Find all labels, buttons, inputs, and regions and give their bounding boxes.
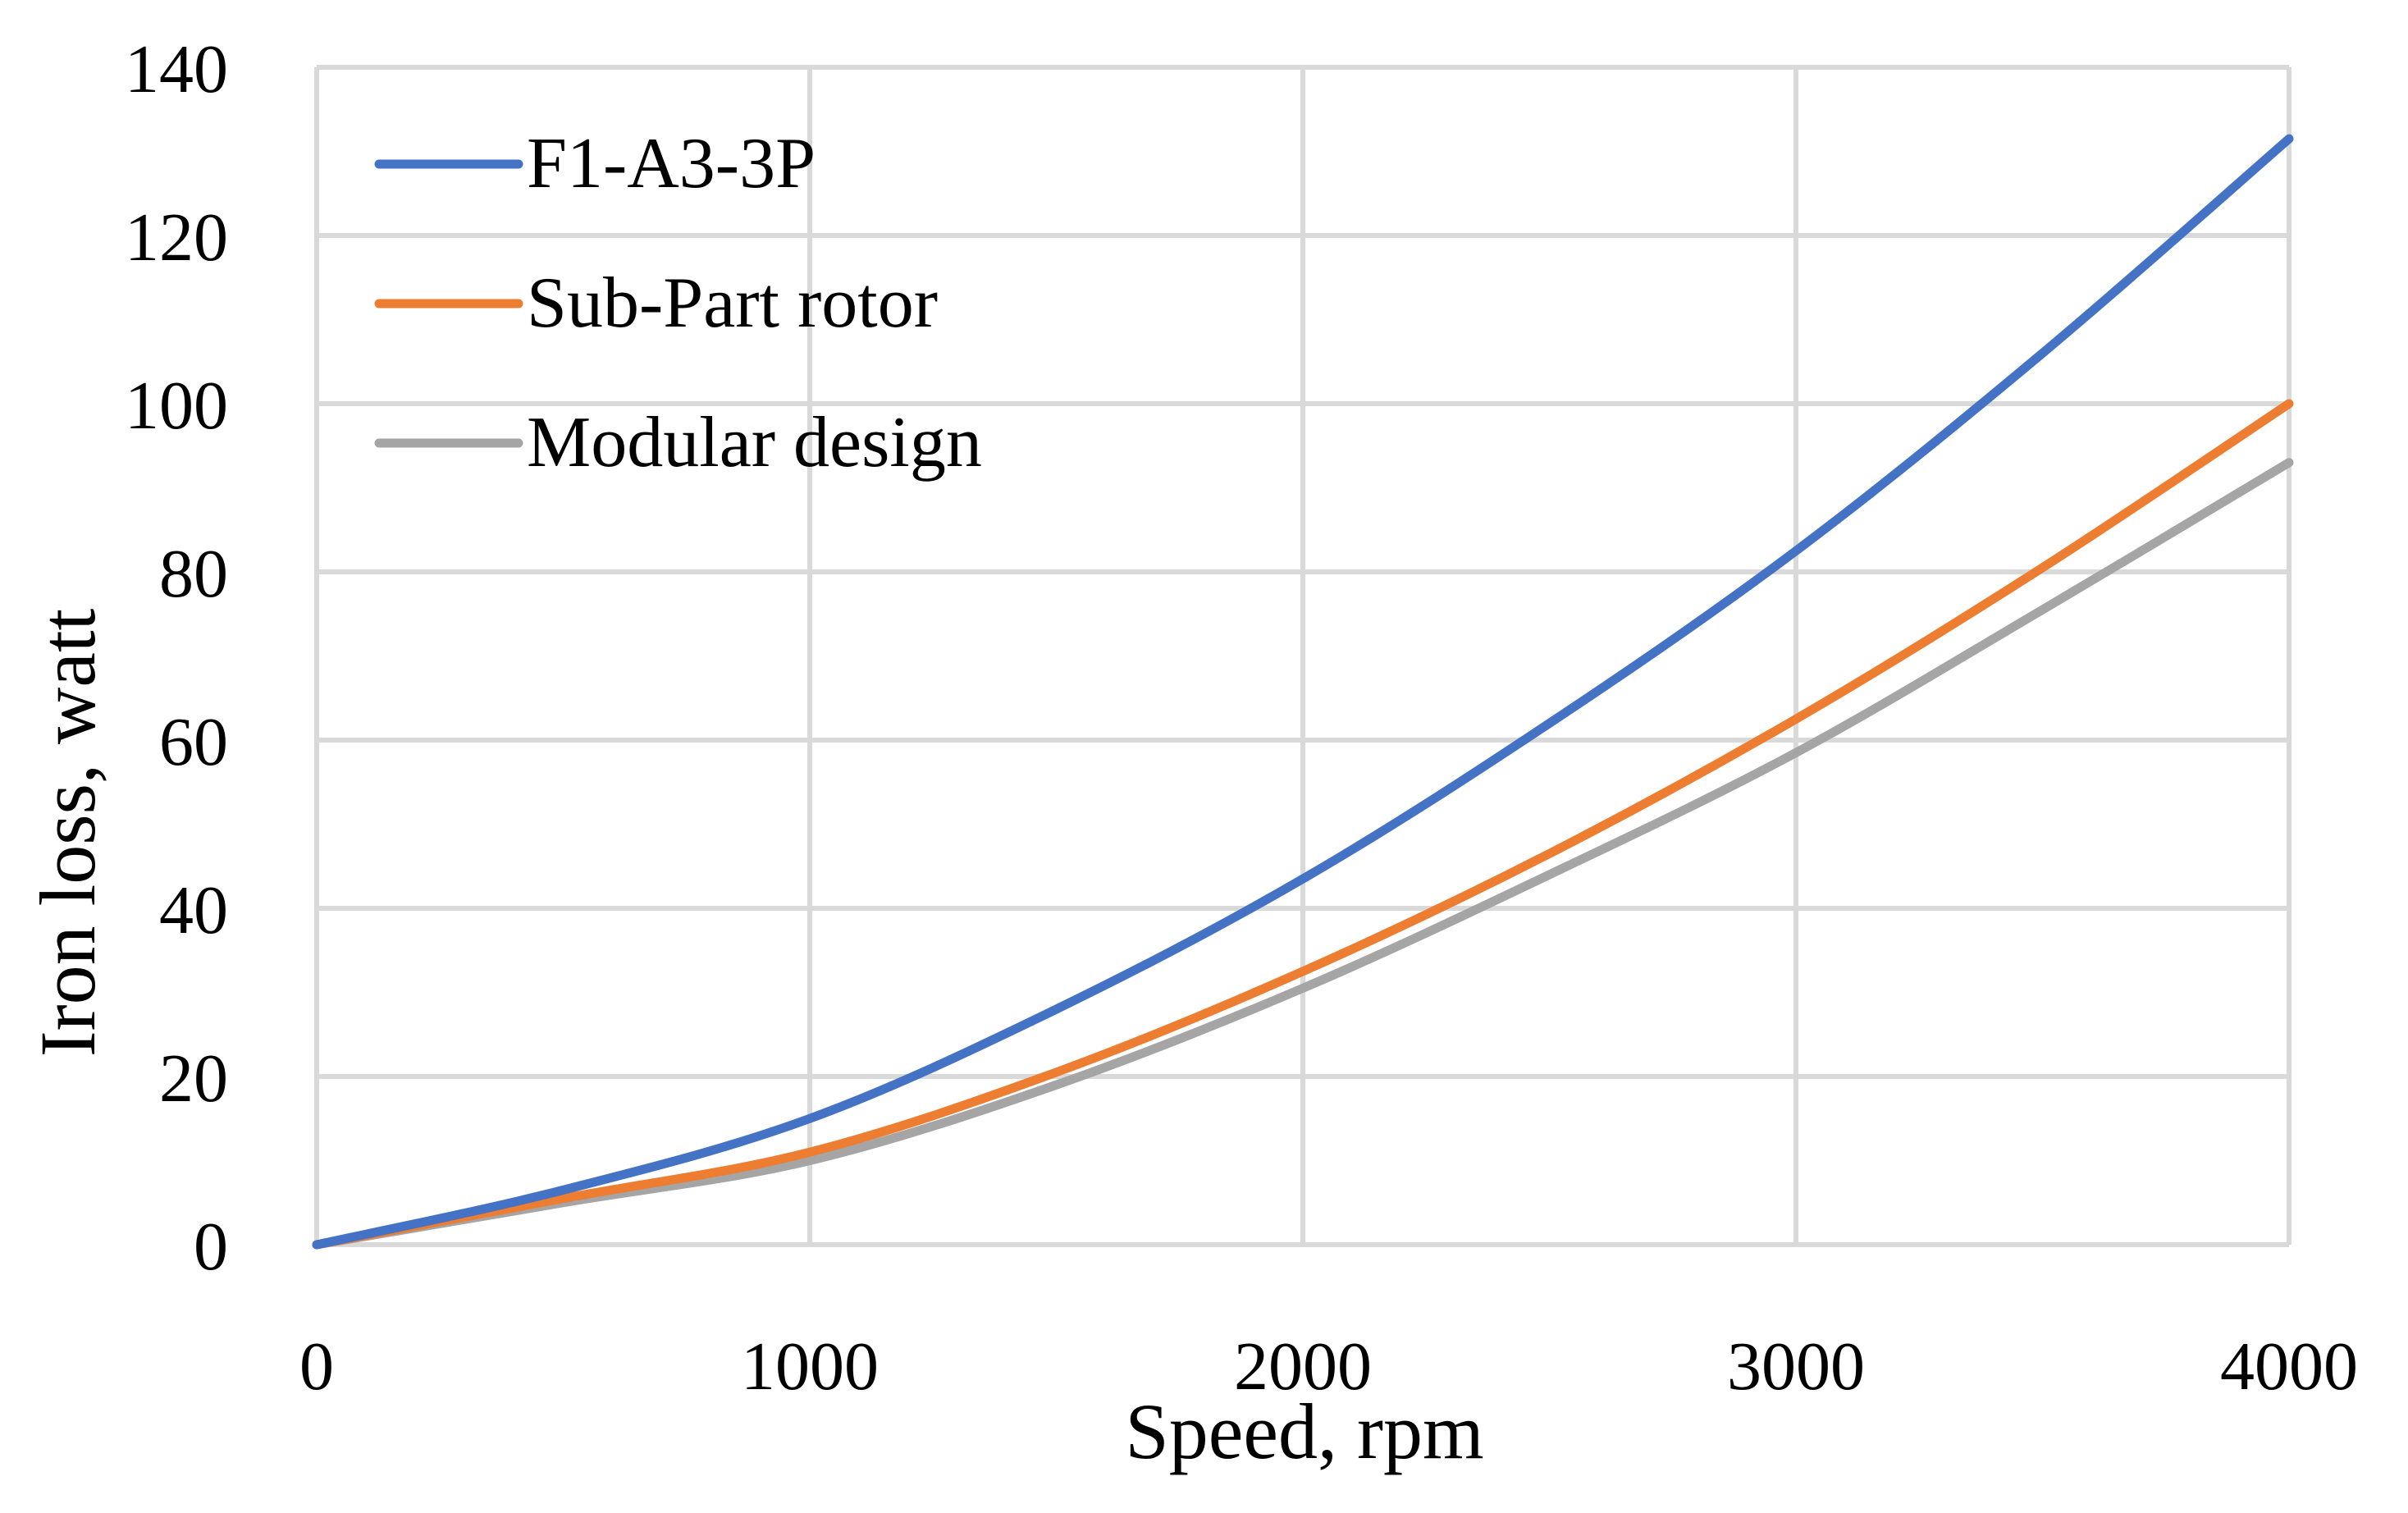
x-tick-labels: 0 1000 2000 3000 4000 xyxy=(299,1328,2358,1405)
y-tick-labels: 0 20 40 60 80 100 120 140 xyxy=(125,31,228,1285)
y-tick-label: 60 xyxy=(159,704,228,780)
y-tick-label: 80 xyxy=(159,536,228,612)
legend-label: F1-A3-3P xyxy=(527,124,816,203)
legend-label: Sub-Part rotor xyxy=(527,263,938,343)
y-tick-label: 0 xyxy=(194,1209,228,1285)
y-tick-label: 20 xyxy=(159,1040,228,1117)
x-tick-label: 2000 xyxy=(1234,1328,1372,1405)
x-tick-label: 1000 xyxy=(741,1328,879,1405)
series-lines xyxy=(312,134,2294,1250)
x-axis-title: Speed, rpm xyxy=(1125,1387,1483,1475)
x-tick-label: 4000 xyxy=(2220,1328,2358,1405)
y-axis-title: Iron loss, watt xyxy=(24,608,112,1057)
legend-label: Modular design xyxy=(527,403,982,482)
y-tick-label: 40 xyxy=(159,872,228,948)
y-tick-label: 120 xyxy=(125,199,228,276)
y-tick-label: 100 xyxy=(125,368,228,444)
y-tick-label: 140 xyxy=(125,31,228,107)
series-line-modular-design xyxy=(312,458,2294,1250)
grid xyxy=(314,65,2291,1247)
series-line-sub-part-rotor xyxy=(312,399,2294,1250)
x-tick-label: 3000 xyxy=(1727,1328,1865,1405)
x-tick-label: 0 xyxy=(299,1328,334,1405)
legend: F1-A3-3P Sub-Part rotor Modular design xyxy=(374,124,982,482)
series-line-f1-a3-3p xyxy=(312,134,2294,1250)
